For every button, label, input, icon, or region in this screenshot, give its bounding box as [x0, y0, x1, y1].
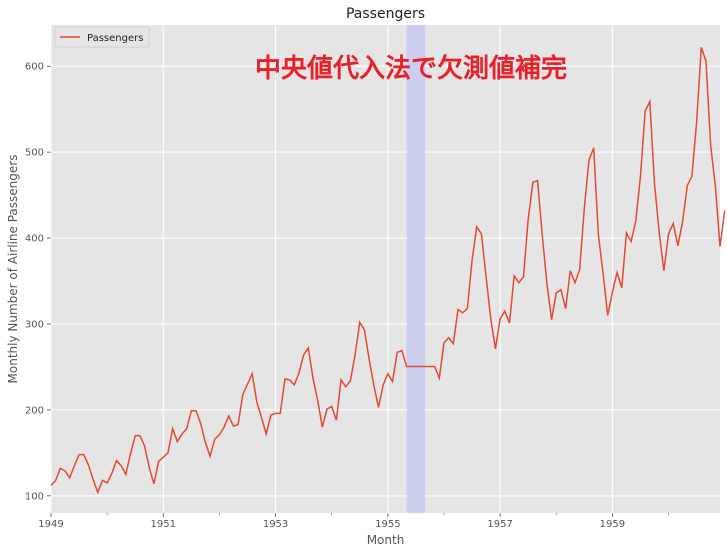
legend: Passengers [54, 26, 150, 48]
y-tick-label: 500 [25, 148, 44, 159]
y-tick-label: 100 [25, 491, 44, 502]
series-line-passengers [50, 47, 726, 495]
x-tick-label: 1955 [375, 519, 400, 530]
x-axis-ticks: 1949 1951 1953 1955 1957 1959 [38, 513, 669, 530]
y-tick-label: 200 [25, 405, 44, 416]
x-tick-label: 1949 [38, 519, 63, 530]
chart-title: Passengers [346, 6, 425, 22]
y-tick-label: 400 [25, 234, 44, 245]
y-tick-label: 300 [25, 319, 44, 330]
x-tick-label: 1957 [487, 519, 512, 530]
y-axis-label: Monthly Number of Airline Passengers [6, 155, 20, 384]
x-tick-label: 1951 [151, 519, 176, 530]
imputed-region-highlight [406, 25, 426, 513]
x-axis-label: Month [367, 533, 405, 547]
x-tick-label: 1953 [263, 519, 288, 530]
annotation-text: 中央値代入法で欠測値補完 [255, 53, 567, 84]
y-tick-label: 600 [25, 62, 44, 73]
x-tick-label: 1959 [600, 519, 625, 530]
plot-area [51, 25, 720, 513]
legend-box [54, 26, 150, 48]
grid [50, 25, 720, 513]
y-axis-ticks: 100 200 300 400 500 600 [25, 62, 51, 502]
legend-entry-passengers: Passengers [87, 33, 143, 44]
